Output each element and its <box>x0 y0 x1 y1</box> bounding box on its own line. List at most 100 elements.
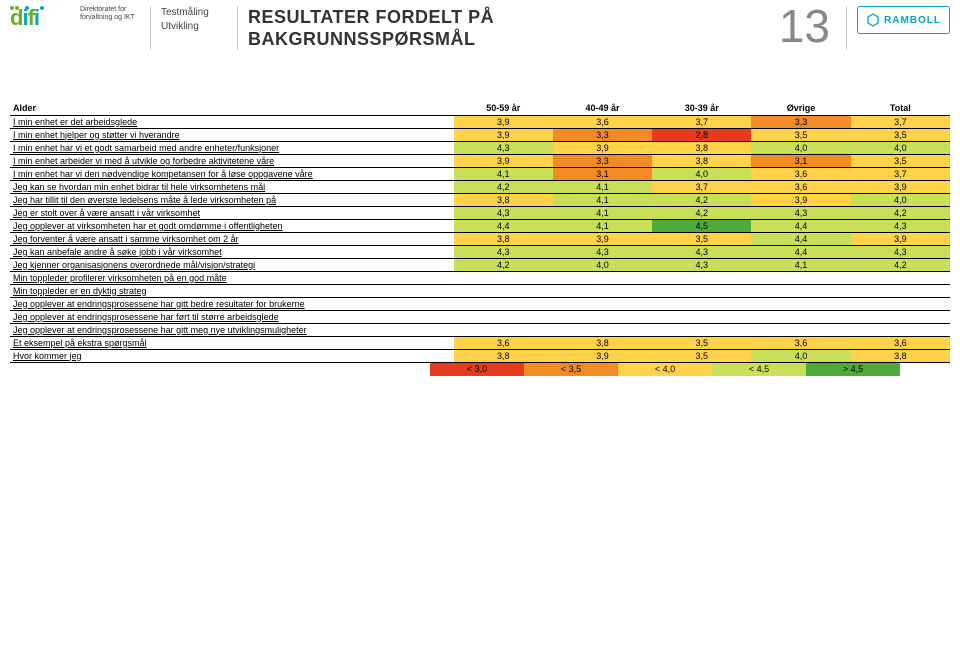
value-cell <box>851 323 950 336</box>
table-row: Jeg forventer å være ansatt i samme virk… <box>10 232 950 245</box>
value-cell: 3,6 <box>851 336 950 349</box>
table-row: Jeg er stolt over å være ansatt i vår vi… <box>10 206 950 219</box>
question-label: Jeg har tillit til den øverste ledelsens… <box>10 193 454 206</box>
value-cell: 4,4 <box>454 219 553 232</box>
value-cell: 3,9 <box>851 232 950 245</box>
legend-cell: < 3,0 <box>430 363 524 376</box>
value-cell <box>454 297 553 310</box>
value-cell: 4,2 <box>652 206 751 219</box>
value-cell: 3,7 <box>652 115 751 128</box>
question-label: Jeg opplever at endringsprosessene har f… <box>10 310 454 323</box>
value-cell: 3,8 <box>553 336 652 349</box>
col-header: 50-59 år <box>454 102 553 115</box>
value-cell: 2,8 <box>652 128 751 141</box>
value-cell: 3,9 <box>454 115 553 128</box>
value-cell: 4,0 <box>851 141 950 154</box>
value-cell: 4,2 <box>652 193 751 206</box>
value-cell <box>454 310 553 323</box>
value-cell <box>553 297 652 310</box>
value-cell: 4,0 <box>851 193 950 206</box>
value-cell: 3,5 <box>652 349 751 362</box>
legend-cell: > 4,5 <box>806 363 900 376</box>
question-label: Jeg kan se hvordan min enhet bidrar til … <box>10 180 454 193</box>
value-cell: 4,3 <box>851 245 950 258</box>
value-cell: 4,3 <box>454 141 553 154</box>
value-cell <box>553 271 652 284</box>
table-row: Et eksempel på ekstra spørgsmål3,63,83,5… <box>10 336 950 349</box>
value-cell: 3,6 <box>751 336 850 349</box>
value-cell <box>751 323 850 336</box>
value-cell: 4,3 <box>652 258 751 271</box>
table-row: Hvor kommer jeg3,83,93,54,03,8 <box>10 349 950 362</box>
question-label: Jeg opplever at endringsprosessene har g… <box>10 323 454 336</box>
value-cell <box>652 271 751 284</box>
value-cell: 3,9 <box>751 193 850 206</box>
results-table: Alder 50-59 år 40-49 år 30-39 år Øvrige … <box>10 102 950 363</box>
col-header: Total <box>851 102 950 115</box>
question-label: I min enhet arbeider vi med å utvikle og… <box>10 154 454 167</box>
value-cell: 4,1 <box>553 193 652 206</box>
value-cell: 4,1 <box>454 167 553 180</box>
question-label: Jeg er stolt over å være ansatt i vår vi… <box>10 206 454 219</box>
table-row: I min enhet har vi et godt samarbeid med… <box>10 141 950 154</box>
table-row: I min enhet arbeider vi med å utvikle og… <box>10 154 950 167</box>
value-cell: 3,6 <box>751 180 850 193</box>
value-cell: 4,0 <box>751 141 850 154</box>
value-cell: 4,3 <box>652 245 751 258</box>
value-cell: 4,3 <box>553 245 652 258</box>
value-cell: 3,3 <box>553 128 652 141</box>
difi-logo: difi Direktoratet for forvaltning og IKT <box>10 6 140 38</box>
table-row: Jeg kjenner organisasjonens overordnede … <box>10 258 950 271</box>
question-label: I min enhet hjelper og støtter vi hveran… <box>10 128 454 141</box>
value-cell: 3,6 <box>553 115 652 128</box>
value-cell <box>553 284 652 297</box>
value-cell: 4,3 <box>454 245 553 258</box>
table-row: I min enhet har vi den nødvendige kompet… <box>10 167 950 180</box>
value-cell <box>851 271 950 284</box>
value-cell: 3,8 <box>851 349 950 362</box>
table-row: Jeg har tillit til den øverste ledelsens… <box>10 193 950 206</box>
value-cell <box>751 297 850 310</box>
table-row: I min enhet hjelper og støtter vi hveran… <box>10 128 950 141</box>
page-header: difi Direktoratet for forvaltning og IKT… <box>0 0 960 66</box>
legend-cell: < 4,5 <box>712 363 806 376</box>
content-area: Alder 50-59 år 40-49 år 30-39 år Øvrige … <box>0 66 960 376</box>
value-cell: 4,4 <box>751 219 850 232</box>
value-cell: 3,3 <box>553 154 652 167</box>
value-cell: 4,3 <box>751 206 850 219</box>
value-cell: 4,1 <box>553 180 652 193</box>
legend-cell: < 4,0 <box>618 363 712 376</box>
value-cell: 3,7 <box>851 115 950 128</box>
col-header: 30-39 år <box>652 102 751 115</box>
value-cell: 4,3 <box>454 206 553 219</box>
value-cell <box>454 323 553 336</box>
group-header: Alder <box>10 102 454 115</box>
value-cell: 3,5 <box>851 154 950 167</box>
question-label: Min toppleder profilerer virksomheten på… <box>10 271 454 284</box>
table-row: Jeg kan anbefale andre å søke jobb i vår… <box>10 245 950 258</box>
value-cell: 3,5 <box>652 336 751 349</box>
value-cell: 3,6 <box>751 167 850 180</box>
table-row: Jeg opplever at endringsprosessene har g… <box>10 323 950 336</box>
value-cell: 4,2 <box>454 258 553 271</box>
value-cell: 3,9 <box>553 349 652 362</box>
value-cell <box>553 323 652 336</box>
value-cell: 4,0 <box>652 167 751 180</box>
question-label: Jeg kjenner organisasjonens overordnede … <box>10 258 454 271</box>
question-label: Jeg kan anbefale andre å søke jobb i vår… <box>10 245 454 258</box>
value-cell <box>652 323 751 336</box>
table-row: Jeg opplever at endringsprosessene har f… <box>10 310 950 323</box>
question-label: Jeg opplever at endringsprosessene har g… <box>10 297 454 310</box>
table-row: Jeg opplever at virksomheten har et godt… <box>10 219 950 232</box>
divider <box>846 6 847 50</box>
value-cell: 3,9 <box>553 141 652 154</box>
value-cell: 3,7 <box>851 167 950 180</box>
value-cell: 3,9 <box>553 232 652 245</box>
value-cell <box>652 284 751 297</box>
legend-cell: < 3,5 <box>524 363 618 376</box>
col-header: 40-49 år <box>553 102 652 115</box>
ramboll-text: RAMBOLL <box>884 15 941 26</box>
value-cell: 4,4 <box>751 245 850 258</box>
col-header: Øvrige <box>751 102 850 115</box>
value-cell <box>751 271 850 284</box>
